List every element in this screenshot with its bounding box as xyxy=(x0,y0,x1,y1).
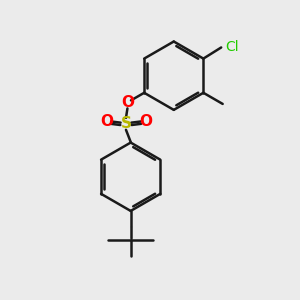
Text: O: O xyxy=(139,114,152,129)
Text: S: S xyxy=(121,116,131,131)
Text: O: O xyxy=(100,114,113,129)
Text: O: O xyxy=(121,95,134,110)
Text: Cl: Cl xyxy=(225,40,239,55)
